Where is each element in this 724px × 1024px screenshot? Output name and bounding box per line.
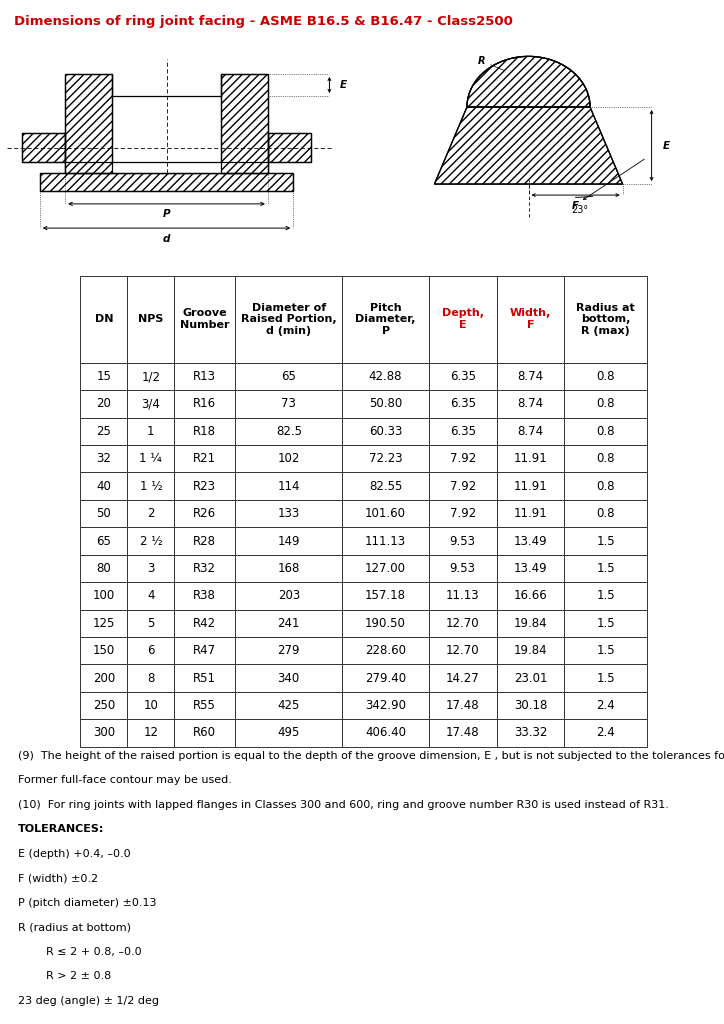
Text: 23 deg (angle) ± 1/2 deg: 23 deg (angle) ± 1/2 deg: [18, 995, 159, 1006]
Text: (10)  For ring joints with lapped flanges in Classes 300 and 600, ring and groov: (10) For ring joints with lapped flanges…: [18, 800, 669, 810]
Text: E: E: [340, 80, 348, 90]
Polygon shape: [22, 133, 65, 162]
Text: P (pitch diameter) ±0.13: P (pitch diameter) ±0.13: [18, 898, 156, 908]
Text: E (depth) +0.4, –0.0: E (depth) +0.4, –0.0: [18, 849, 131, 859]
Text: F: F: [572, 201, 579, 211]
Text: R: R: [478, 56, 504, 71]
Text: Former full-face contour may be used.: Former full-face contour may be used.: [18, 775, 232, 785]
Polygon shape: [467, 56, 590, 108]
Polygon shape: [65, 74, 112, 173]
Polygon shape: [268, 133, 311, 162]
Text: E: E: [662, 140, 670, 151]
Text: P: P: [163, 209, 170, 219]
Text: d: d: [163, 233, 170, 244]
Polygon shape: [221, 74, 268, 173]
Text: (9)  The height of the raised portion is equal to the depth of the groove dimens: (9) The height of the raised portion is …: [18, 751, 724, 761]
Text: F (width) ±0.2: F (width) ±0.2: [18, 873, 98, 884]
Text: R > 2 ± 0.8: R > 2 ± 0.8: [46, 972, 111, 981]
Text: R (radius at bottom): R (radius at bottom): [18, 923, 131, 932]
Text: TOLERANCES:: TOLERANCES:: [18, 824, 104, 835]
Polygon shape: [65, 162, 268, 173]
Text: Dimensions of ring joint facing - ASME B16.5 & B16.47 - Class2500: Dimensions of ring joint facing - ASME B…: [14, 15, 513, 28]
Text: R ≤ 2 + 0.8, –0.0: R ≤ 2 + 0.8, –0.0: [46, 947, 141, 956]
Polygon shape: [434, 108, 623, 184]
Text: 23°: 23°: [572, 205, 589, 215]
Polygon shape: [40, 173, 293, 190]
